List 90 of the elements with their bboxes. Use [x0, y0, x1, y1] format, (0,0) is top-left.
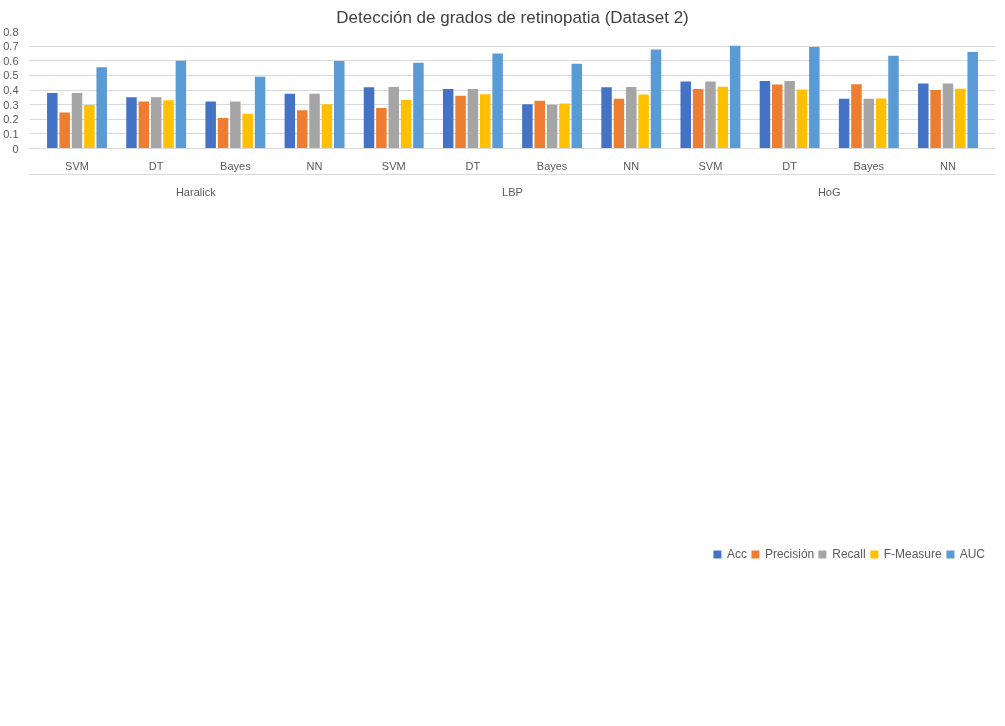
x-tick-label: SVM [381, 159, 406, 172]
legend-label: Acc [726, 547, 747, 562]
bar [217, 117, 229, 149]
bar [84, 104, 95, 149]
bar [626, 86, 637, 149]
bar [455, 95, 466, 149]
bar [918, 83, 929, 149]
bar [680, 81, 691, 149]
bar [729, 45, 741, 149]
bar [784, 81, 795, 149]
x-tick-label: SVM [65, 159, 89, 172]
bar [467, 89, 479, 149]
bar [534, 100, 545, 149]
bar [47, 92, 58, 149]
bar [150, 97, 162, 149]
y-tick-label: 0.4 [3, 84, 19, 96]
bar [376, 107, 387, 149]
bar [888, 55, 899, 149]
bar [363, 87, 375, 149]
bar [930, 90, 941, 149]
text: HoG [817, 185, 841, 198]
bar [571, 63, 583, 149]
bar [492, 53, 503, 149]
bar [601, 87, 612, 149]
bar [692, 89, 704, 149]
bar [442, 89, 454, 149]
x-tick-label: DT [148, 159, 164, 172]
bar [717, 86, 729, 149]
bar [138, 101, 150, 149]
bar [942, 83, 954, 149]
x-tick-label: DT [465, 159, 481, 172]
x-tick-label: NN [306, 159, 323, 172]
y-tick-label: 0.5 [3, 69, 19, 82]
chart-title: Detección de grados de retinopatia (Dataset 2) [336, 7, 689, 27]
x-tick-label: Bayes [853, 159, 885, 172]
legend-label: Precisión [764, 547, 815, 562]
legend-label: AUC [959, 547, 985, 562]
x-tick-label: NN [623, 159, 640, 172]
bar [163, 100, 174, 149]
y-tick-label: 0.6 [3, 54, 19, 67]
y-tick-label: 0.2 [3, 113, 19, 126]
bar [334, 61, 345, 149]
bar [875, 98, 887, 149]
text: Haralick [175, 185, 217, 198]
y-tick-label: 0.7 [3, 40, 19, 53]
legend-label: F-Measure [883, 547, 942, 562]
bar [863, 98, 875, 149]
bar [254, 76, 266, 149]
bar [650, 49, 662, 149]
bar [613, 98, 625, 149]
bar [400, 99, 412, 149]
bar [96, 67, 107, 149]
legend-label: Recall [832, 547, 866, 562]
bar [796, 89, 808, 149]
bar [522, 104, 533, 149]
y-tick-label: 0 [12, 142, 19, 155]
bar [309, 93, 320, 149]
bar [638, 94, 649, 149]
bar [296, 110, 308, 149]
bar [809, 47, 820, 149]
y-tick-label: 0.3 [3, 98, 19, 111]
bar [388, 86, 399, 149]
bar [838, 98, 850, 149]
bar [230, 101, 241, 149]
bar [955, 88, 966, 149]
bar [71, 92, 83, 149]
text: LBP [502, 185, 523, 198]
bar [242, 113, 253, 149]
bar [759, 81, 771, 149]
x-tick-label: DT [782, 159, 798, 172]
bar [126, 97, 137, 149]
bar [413, 62, 424, 149]
y-tick-label: 0.1 [3, 127, 19, 140]
bar [59, 112, 70, 149]
x-tick-label: NN [940, 159, 956, 172]
bar [205, 101, 216, 149]
x-tick-label: SVM [698, 159, 723, 172]
bar [772, 84, 783, 149]
bar [559, 103, 570, 149]
bar [175, 60, 187, 149]
bar [321, 104, 333, 149]
bar [546, 104, 558, 149]
x-tick-label: Bayes [220, 159, 252, 172]
bar [480, 94, 491, 149]
bar [851, 84, 862, 149]
bar [967, 52, 978, 149]
y-tick-label: 0.8 [3, 25, 19, 38]
bar [284, 93, 296, 149]
bar [705, 81, 716, 149]
x-tick-label: Bayes [536, 159, 568, 172]
